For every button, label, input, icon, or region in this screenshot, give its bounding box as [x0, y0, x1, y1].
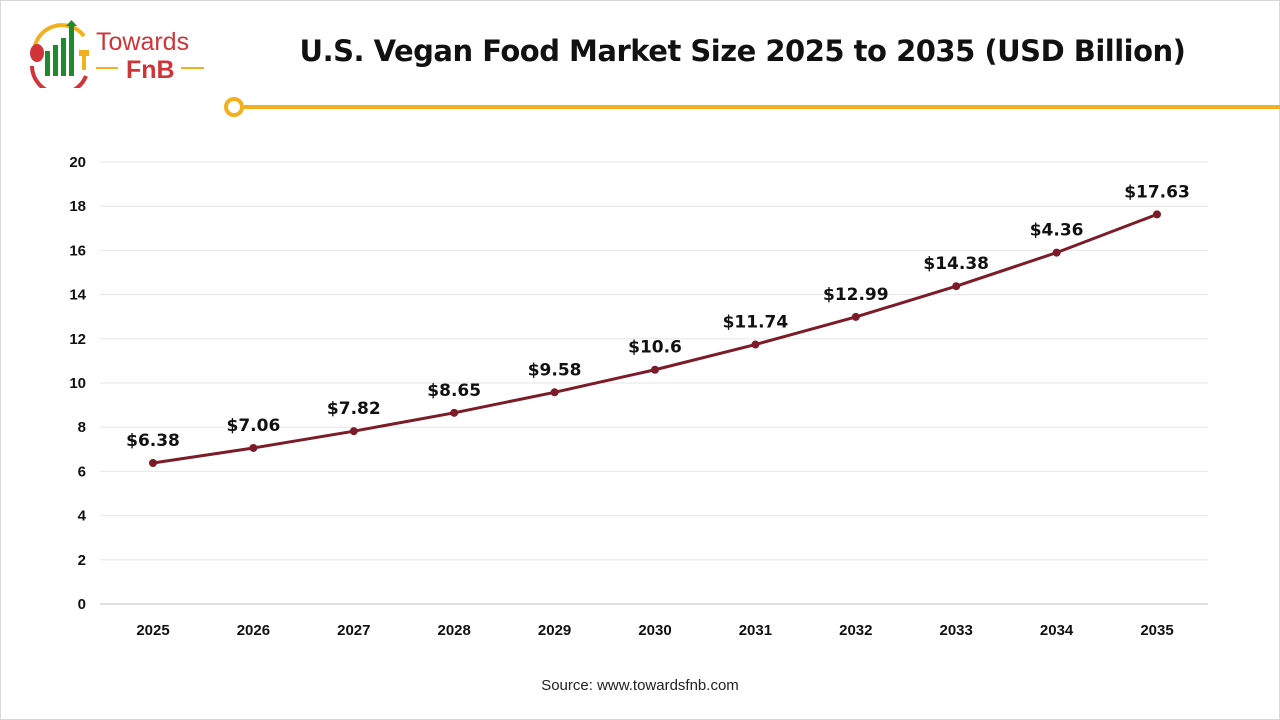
data-point	[149, 459, 157, 468]
y-tick-label: 4	[78, 508, 87, 525]
data-label: $12.99	[823, 285, 889, 305]
data-label: $4.36	[1030, 221, 1084, 241]
x-tick-label: 2034	[1040, 622, 1074, 639]
x-tick-label: 2030	[638, 622, 671, 639]
y-tick-label: 18	[69, 198, 86, 215]
y-tick-label: 12	[69, 331, 86, 348]
data-point	[1052, 248, 1061, 257]
accent-dot	[224, 97, 244, 117]
x-tick-label: 2032	[839, 622, 872, 639]
data-point	[751, 340, 760, 349]
x-tick-label: 2027	[337, 622, 370, 639]
logo-text-bottom: FnB	[126, 56, 175, 84]
data-label: $7.82	[327, 399, 381, 419]
towards-fnb-logo: Towards FnB	[30, 20, 204, 88]
data-point	[651, 365, 659, 374]
data-label: $8.65	[427, 381, 481, 401]
x-tick-label: 2029	[538, 622, 571, 639]
data-point	[550, 388, 559, 397]
data-point	[952, 282, 961, 291]
data-label: $6.38	[126, 431, 180, 451]
data-label: $10.6	[628, 338, 682, 358]
x-tick-label: 2026	[237, 622, 270, 639]
logo-text-top: Towards	[96, 28, 189, 56]
y-tick-label: 0	[78, 596, 86, 613]
data-point	[1153, 210, 1161, 219]
x-tick-label: 2033	[940, 622, 973, 639]
x-tick-label: 2035	[1140, 622, 1173, 639]
data-point	[249, 443, 258, 452]
y-tick-label: 10	[69, 375, 86, 392]
y-tick-label: 14	[69, 287, 86, 304]
data-label: $9.58	[528, 360, 582, 380]
x-tick-label: 2028	[438, 622, 471, 639]
x-tick-label: 2031	[739, 622, 772, 639]
y-tick-label: 20	[69, 154, 86, 171]
source-note: Source: www.towardsfnb.com	[541, 677, 739, 694]
chart-title: U.S. Vegan Food Market Size 2025 to 2035…	[299, 34, 1186, 68]
data-label: $17.63	[1124, 182, 1190, 202]
data-label: $7.06	[227, 416, 281, 436]
y-tick-label: 6	[78, 463, 86, 480]
x-tick-label: 2025	[136, 622, 169, 639]
data-point	[349, 427, 358, 436]
y-tick-label: 8	[78, 419, 86, 436]
data-point	[450, 408, 459, 417]
data-label: $14.38	[923, 254, 989, 274]
y-tick-label: 16	[69, 242, 86, 259]
y-tick-label: 2	[78, 552, 86, 569]
data-label: $11.74	[723, 313, 789, 333]
data-point	[851, 312, 860, 321]
